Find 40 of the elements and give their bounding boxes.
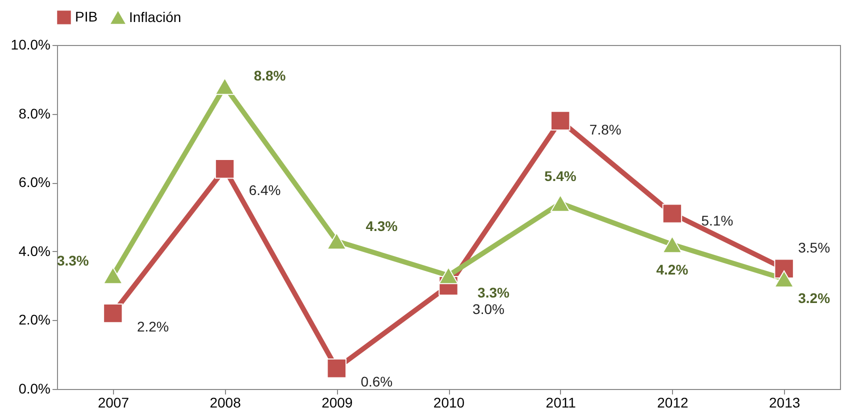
point bbox=[103, 303, 123, 324]
data-label: 6.4% bbox=[248, 182, 281, 198]
data-label: 3.3% bbox=[478, 284, 510, 300]
y-tick-label: 4.0% bbox=[18, 242, 50, 259]
y-tick-label: 0.0% bbox=[18, 380, 50, 396]
x-tick-label: 2010 bbox=[433, 394, 465, 410]
x-tick-label: 2007 bbox=[98, 394, 130, 410]
data-label: 0.6% bbox=[360, 373, 393, 390]
data-label: 3.0% bbox=[472, 300, 504, 317]
x-tick-label: 2011 bbox=[546, 394, 576, 410]
x-tick-label: 2013 bbox=[768, 394, 800, 410]
data-label: 4.2% bbox=[656, 262, 689, 278]
data-label: 8.8% bbox=[254, 67, 286, 84]
point bbox=[662, 204, 682, 224]
data-label: 7.8% bbox=[589, 122, 622, 138]
point bbox=[214, 158, 235, 179]
data-label: 4.3% bbox=[366, 218, 398, 234]
point bbox=[103, 266, 123, 284]
point bbox=[214, 78, 235, 95]
data-label: 3.5% bbox=[798, 240, 830, 256]
data-label: 5.4% bbox=[544, 168, 577, 184]
x-tick-label: 2012 bbox=[657, 394, 688, 410]
point bbox=[326, 232, 346, 250]
y-tick-label: 6.0% bbox=[18, 174, 50, 190]
x-tick-label: 2008 bbox=[210, 394, 242, 410]
point bbox=[550, 110, 570, 131]
y-tick-label: 2.0% bbox=[18, 312, 50, 328]
data-label: 5.1% bbox=[701, 212, 734, 229]
x-tick-label: 2009 bbox=[322, 394, 353, 410]
y-tick-label: 10.0% bbox=[10, 36, 50, 52]
point bbox=[662, 236, 682, 254]
y-tick-label: 8.0% bbox=[18, 105, 50, 122]
data-label: 3.2% bbox=[798, 290, 831, 306]
data-label: 2.2% bbox=[136, 318, 169, 334]
point bbox=[438, 266, 458, 284]
point bbox=[550, 194, 570, 212]
point bbox=[774, 270, 794, 288]
legend-label: PIB bbox=[75, 8, 98, 24]
point bbox=[326, 358, 346, 378]
legend-label: Inflación bbox=[129, 8, 182, 25]
